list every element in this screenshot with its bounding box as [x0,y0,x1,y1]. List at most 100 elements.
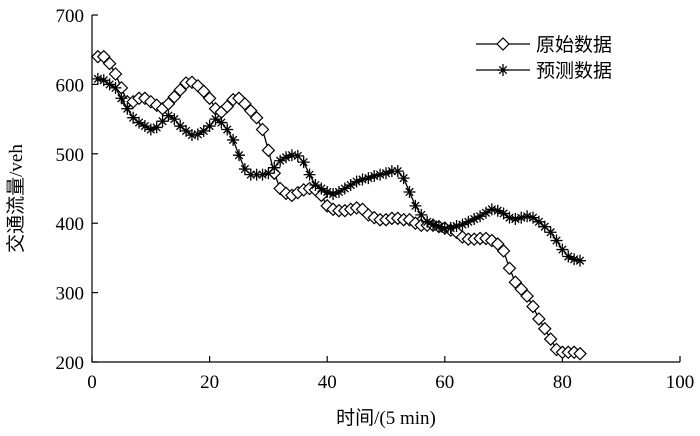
data-point-star [479,206,492,219]
data-point-diamond [249,110,264,125]
data-point-star [556,243,569,256]
x-tick-label: 0 [87,372,97,393]
data-point-diamond [532,312,546,326]
x-tick-label: 20 [200,372,219,393]
data-point-star [485,203,498,216]
data-point-star [521,210,534,223]
data-point-diamond [108,67,123,81]
data-point-star [474,210,487,223]
y-axis-label: 交通流量/veh [5,144,27,253]
data-point-star [462,215,475,228]
data-point-star [285,149,298,162]
data-point-star [91,72,104,85]
series-group [91,49,587,361]
data-point-star [168,113,181,126]
x-axis-label: 时间/(5 min) [336,407,436,429]
data-point-star [391,165,404,178]
data-point-star [209,113,222,126]
data-point-star [374,168,387,181]
data-point-star [203,120,216,133]
data-point-star [568,253,581,266]
data-point-diamond [573,346,587,361]
star-marker-icon [497,64,509,76]
data-point-star [497,207,510,220]
data-point-star [562,250,575,263]
data-point-diamond [261,143,276,158]
data-point-diamond [496,244,511,258]
data-point-star [362,172,375,185]
data-point-star [133,116,146,129]
data-point-star [450,219,463,232]
data-point-star [197,124,210,137]
data-point-star [409,199,422,212]
data-point-diamond [102,56,117,71]
legend-item-predicted: 预测数据 [476,60,612,82]
series-original [91,49,587,361]
legend: 原始数据 预测数据 [476,34,612,82]
data-point-star [268,161,281,174]
data-point-diamond [255,122,270,137]
data-point-star [544,226,557,239]
data-point-star [297,156,310,169]
data-point-star [185,129,198,142]
data-point-star [156,115,169,128]
data-point-star [356,173,369,186]
data-point-star [180,124,193,137]
data-point-star [338,182,351,195]
data-point-star [191,128,204,141]
data-point-star [162,109,175,122]
data-point-star [380,167,392,180]
y-axis-ticks: 200 300 400 500 600 700 [56,6,98,374]
data-point-star [574,254,587,267]
data-point-diamond [202,91,217,106]
data-point-star [303,168,316,181]
data-point-star [315,182,328,195]
data-point-star [509,213,522,226]
data-point-star [515,211,528,224]
data-point-diamond [520,289,534,303]
data-point-star [532,215,545,228]
data-point-star [150,121,163,134]
data-point-star [397,172,410,185]
data-point-star [327,188,340,201]
data-point-star [221,123,234,136]
data-point-star [262,167,275,180]
data-point-star [138,120,151,133]
data-point-star [491,204,504,217]
data-point-star [280,151,293,164]
data-point-star [432,220,445,233]
data-point-star [527,211,539,224]
x-tick-label: 80 [553,372,572,393]
data-point-star [344,179,357,192]
data-point-star [227,133,240,146]
data-point-star [403,185,416,198]
data-point-star [127,111,140,124]
data-point-star [238,163,251,176]
data-point-diamond [537,321,552,336]
data-point-star [421,215,434,228]
data-point-star [415,208,428,221]
y-tick-label: 500 [56,145,85,166]
data-point-star [121,102,134,115]
data-point-star [438,222,451,235]
data-point-star [174,120,187,133]
y-tick-label: 700 [56,6,85,27]
legend-label-original: 原始数据 [536,34,612,56]
data-point-star [350,175,363,188]
data-point-star [291,149,304,162]
data-point-diamond [543,332,558,346]
data-point-star [550,234,563,247]
data-point-star [274,154,287,167]
data-point-star [332,185,345,198]
data-point-star [427,218,440,231]
legend-item-original: 原始数据 [476,34,612,56]
y-tick-label: 300 [56,284,85,305]
x-tick-label: 100 [666,372,695,393]
data-point-star [503,211,516,224]
data-point-star [368,170,381,183]
data-point-star [256,168,269,181]
data-point-star [115,92,128,105]
data-point-star [468,213,481,226]
data-point-star [538,220,551,233]
